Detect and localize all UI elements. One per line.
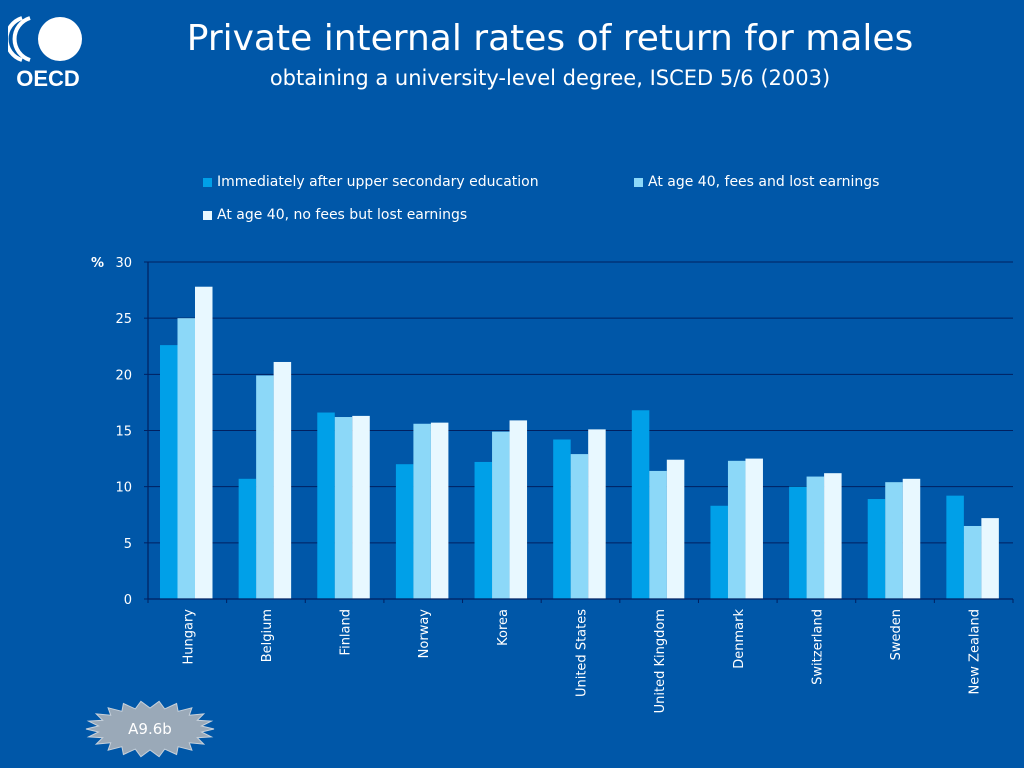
legend-label: Immediately after upper secondary educat… (217, 174, 539, 190)
bar (395, 464, 414, 599)
bar (509, 420, 528, 599)
legend-item-age40-no-fees: At age 40, no fees but lost earnings (203, 206, 467, 224)
x-tick-label: Denmark (732, 609, 747, 669)
x-tick-label: Belgium (260, 609, 275, 662)
bar (474, 461, 493, 599)
bar (789, 486, 807, 599)
bar (256, 375, 274, 599)
legend-swatch (634, 177, 643, 187)
bar (238, 478, 257, 599)
bar (195, 286, 213, 599)
oecd-logo: OECD (8, 16, 82, 90)
bar (710, 505, 728, 599)
bar (867, 499, 886, 599)
bar (824, 473, 842, 599)
bar (946, 495, 964, 599)
badge-label: A9.6b (128, 720, 172, 738)
badge-starburst (85, 700, 215, 758)
legend-label: At age 40, no fees but lost earnings (217, 207, 468, 223)
legend-swatch (203, 210, 212, 220)
bar (666, 459, 685, 599)
x-tick-label: Finland (339, 609, 354, 655)
bar (273, 361, 292, 599)
bar (745, 458, 763, 599)
x-tick-label: Korea (496, 609, 511, 646)
bar (413, 423, 431, 599)
y-tick-label: 25 (115, 312, 132, 327)
logo-text: OECD (16, 66, 80, 90)
y-axis-label: % (91, 256, 104, 271)
bar (177, 318, 195, 599)
bar (352, 415, 370, 599)
x-tick-label: United Kingdom (653, 609, 668, 713)
bar (430, 422, 449, 599)
x-tick-label: Switzerland (810, 609, 825, 685)
bar (806, 476, 825, 599)
bar (885, 482, 903, 599)
x-tick-label: Hungary (181, 609, 196, 665)
figure-badge: A9.6b (85, 700, 215, 758)
y-tick-label: 10 (115, 481, 132, 496)
bar (981, 518, 999, 599)
legend-item-age40-fees: At age 40, fees and lost earnings (634, 173, 879, 191)
logo-arc-1 (8, 16, 23, 62)
bar (902, 478, 921, 599)
logo-circle (38, 17, 82, 61)
bar (317, 412, 335, 599)
x-tick-label: Sweden (889, 609, 904, 660)
x-tick-label: New Zealand (968, 609, 983, 694)
bar (570, 454, 589, 599)
x-tick-label: United States (575, 609, 590, 697)
logo-arc-2 (12, 16, 31, 62)
x-tick-label: Norway (417, 609, 432, 659)
bar (334, 417, 353, 599)
bar (553, 439, 571, 599)
y-tick-label: 0 (124, 593, 132, 608)
bar (963, 525, 982, 599)
y-tick-label: 15 (115, 425, 132, 440)
bar (631, 410, 650, 599)
legend-swatch (203, 177, 212, 187)
bar (588, 429, 606, 599)
page-subtitle: obtaining a university-level degree, ISC… (269, 66, 831, 90)
legend-item-immediately: Immediately after upper secondary educat… (203, 173, 539, 191)
page-title: Private internal rates of return for mal… (186, 18, 914, 59)
legend-label: At age 40, fees and lost earnings (648, 174, 880, 190)
y-tick-label: 5 (124, 537, 132, 552)
bar (649, 470, 667, 599)
bar (492, 431, 510, 599)
bar (160, 345, 178, 599)
bar (727, 460, 746, 599)
y-tick-label: 30 (115, 256, 132, 271)
y-tick-label: 20 (115, 368, 132, 383)
